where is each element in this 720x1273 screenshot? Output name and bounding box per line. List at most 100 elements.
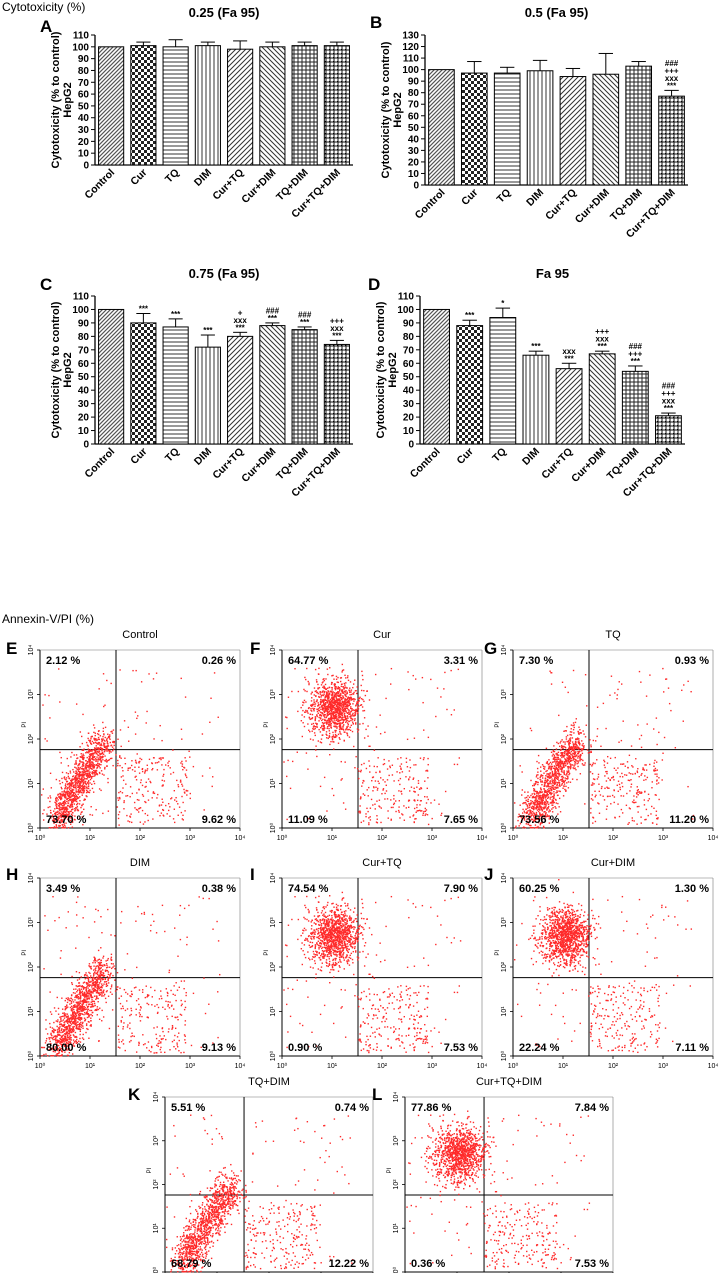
scatter-point xyxy=(592,778,595,780)
scatter-point xyxy=(69,770,71,772)
scatter-point xyxy=(177,1046,179,1048)
scatter-point xyxy=(67,794,70,796)
scatter-point xyxy=(117,764,119,767)
scatter-point xyxy=(621,683,623,685)
scatter-point xyxy=(630,779,632,781)
scatter-point xyxy=(611,794,614,797)
scatter-point xyxy=(554,776,556,779)
scatter-point xyxy=(337,692,340,695)
scatter-point xyxy=(560,778,563,781)
scatter-point xyxy=(546,775,549,778)
scatter-point xyxy=(77,809,79,812)
scatter-point xyxy=(535,806,538,809)
scatter-point xyxy=(323,706,326,708)
scatter-point xyxy=(627,779,630,781)
scatter-point xyxy=(450,669,452,672)
scatter-point xyxy=(69,1041,71,1044)
y-axis-label-cell: HepG2 xyxy=(62,82,74,117)
scatter-point xyxy=(146,769,148,772)
scatter-point xyxy=(152,791,155,793)
scatter-point xyxy=(563,770,565,772)
scatter-point xyxy=(57,805,60,807)
scatter-point xyxy=(549,787,552,790)
x-tick-label: Cur xyxy=(455,446,476,467)
scatter-point xyxy=(371,776,374,779)
scatter-point xyxy=(413,821,415,824)
scatter-point xyxy=(543,827,545,829)
scatter-point xyxy=(74,766,76,768)
scatter-point xyxy=(573,726,575,729)
scatter-point xyxy=(346,700,348,703)
scatter-point xyxy=(382,763,385,766)
scatter-point xyxy=(115,767,117,769)
scatter-point xyxy=(319,711,322,713)
bar-chart-B: B0.5 (Fa 95)0102030405060708090100110120… xyxy=(370,5,688,241)
scatter-point xyxy=(545,803,548,805)
scatter-point xyxy=(345,695,347,698)
scatter-point xyxy=(558,797,561,800)
scatter-point xyxy=(86,1008,88,1010)
scatter-point xyxy=(332,741,334,743)
scatter-point xyxy=(152,792,154,794)
scatter-point xyxy=(82,769,85,771)
scatter-point xyxy=(340,726,342,728)
scatter-point xyxy=(572,752,574,755)
scatter-point xyxy=(339,707,342,710)
scatter-point xyxy=(347,709,349,711)
scatter-point xyxy=(549,780,552,782)
scatter-point xyxy=(334,695,336,698)
scatter-point xyxy=(618,741,620,743)
scatter-point xyxy=(558,783,561,786)
scatter-point xyxy=(656,775,658,778)
scatter-point xyxy=(549,816,551,818)
scatter-point xyxy=(94,1004,96,1007)
scatter-point xyxy=(64,1037,67,1039)
scatter-point xyxy=(336,727,338,729)
scatter-point xyxy=(328,710,330,713)
scatter-point xyxy=(177,955,179,957)
scatter-point xyxy=(555,781,557,783)
y-tick-label: 20 xyxy=(403,413,415,424)
scatter-point xyxy=(119,755,121,757)
scatter-point xyxy=(168,760,170,763)
scatter-point xyxy=(85,1024,88,1027)
scatter-point xyxy=(333,701,335,704)
scatter-point xyxy=(174,1034,176,1037)
scatter-point xyxy=(321,713,324,715)
scatter-point xyxy=(341,778,343,780)
scatter-point xyxy=(76,979,79,981)
scatter-point xyxy=(457,668,460,671)
scatter-point xyxy=(308,716,311,719)
scatter-point xyxy=(542,825,545,828)
scatter-point xyxy=(68,1026,71,1028)
scatter-point xyxy=(188,750,190,753)
scatter-point xyxy=(73,800,75,802)
scatter-point xyxy=(93,988,96,990)
scatter-point xyxy=(326,720,328,723)
scatter-point xyxy=(81,784,84,787)
scatter-point xyxy=(531,800,534,803)
scatter-point xyxy=(98,741,101,744)
scatter-point xyxy=(318,696,321,698)
scatter-point xyxy=(63,808,65,810)
scatter-point xyxy=(334,687,336,689)
scatter-point xyxy=(362,820,365,822)
scatter-point xyxy=(550,672,553,674)
scatter-point xyxy=(97,747,99,750)
scatter-point xyxy=(50,812,52,814)
scatter-point xyxy=(542,807,544,809)
scatter-point xyxy=(338,703,341,705)
scatter-point xyxy=(81,816,83,818)
scatter-point xyxy=(77,790,79,793)
scatter-point xyxy=(628,822,630,824)
y-tick-label: 10³ xyxy=(270,689,277,700)
scatter-point xyxy=(89,754,92,756)
scatter-point xyxy=(355,711,357,713)
scatter-point xyxy=(528,820,530,822)
scatter-point xyxy=(347,696,349,699)
scatter-point xyxy=(616,694,619,696)
x-tick-label: Cur xyxy=(128,167,149,188)
scatter-point xyxy=(142,823,145,825)
scatter-point xyxy=(333,711,335,714)
scatter-point xyxy=(417,782,420,784)
